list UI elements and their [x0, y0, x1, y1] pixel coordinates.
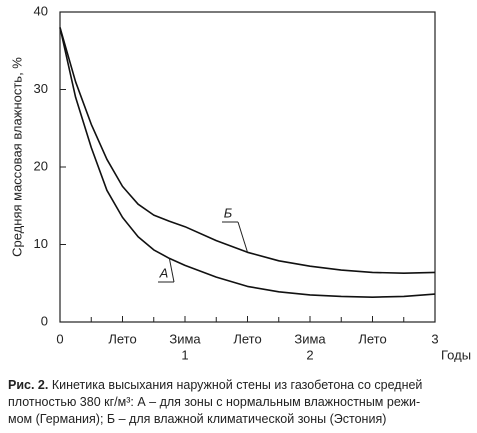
y-tick-label: 40: [34, 3, 48, 18]
caption-line: Кинетика высыхания наружной стены из газ…: [51, 378, 423, 392]
leader-line: [237, 221, 248, 253]
y-axis-label: Средняя массовая влажность, %: [9, 57, 24, 257]
x-tick-label: 2: [306, 347, 313, 362]
x-axis-label: Годы: [441, 347, 471, 362]
data-line: [59, 27, 436, 275]
caption-line: плотностью 380 кг/м³: А – для зоны с нор…: [8, 395, 421, 409]
x-tick-label: Лето: [358, 331, 386, 346]
x-tick-label: 1: [181, 347, 188, 362]
leader-line: [168, 258, 175, 283]
plot-frame: [59, 11, 436, 323]
y-tick-label: 30: [34, 81, 48, 96]
caption: Рис. 2. Кинетика высыхания наружной стен…: [8, 377, 473, 428]
caption-line: мом (Германия); Б – для влажной климатич…: [8, 412, 387, 426]
x-tick-label: Зима: [294, 331, 326, 346]
x-tick-label: Лето: [233, 331, 261, 346]
x-tick-label: Зима: [169, 331, 201, 346]
y-tick-label: 0: [41, 313, 48, 328]
data-line: [59, 27, 436, 299]
y-tick-label: 10: [34, 236, 48, 251]
x-tick-label: Лето: [108, 331, 136, 346]
series-label: А: [159, 265, 169, 280]
x-tick-label: 0: [56, 331, 63, 346]
y-tick-label: 20: [34, 158, 48, 173]
series-label: Б: [224, 205, 233, 220]
x-tick-label: 3: [431, 331, 438, 346]
caption-label: Рис. 2.: [8, 378, 49, 392]
